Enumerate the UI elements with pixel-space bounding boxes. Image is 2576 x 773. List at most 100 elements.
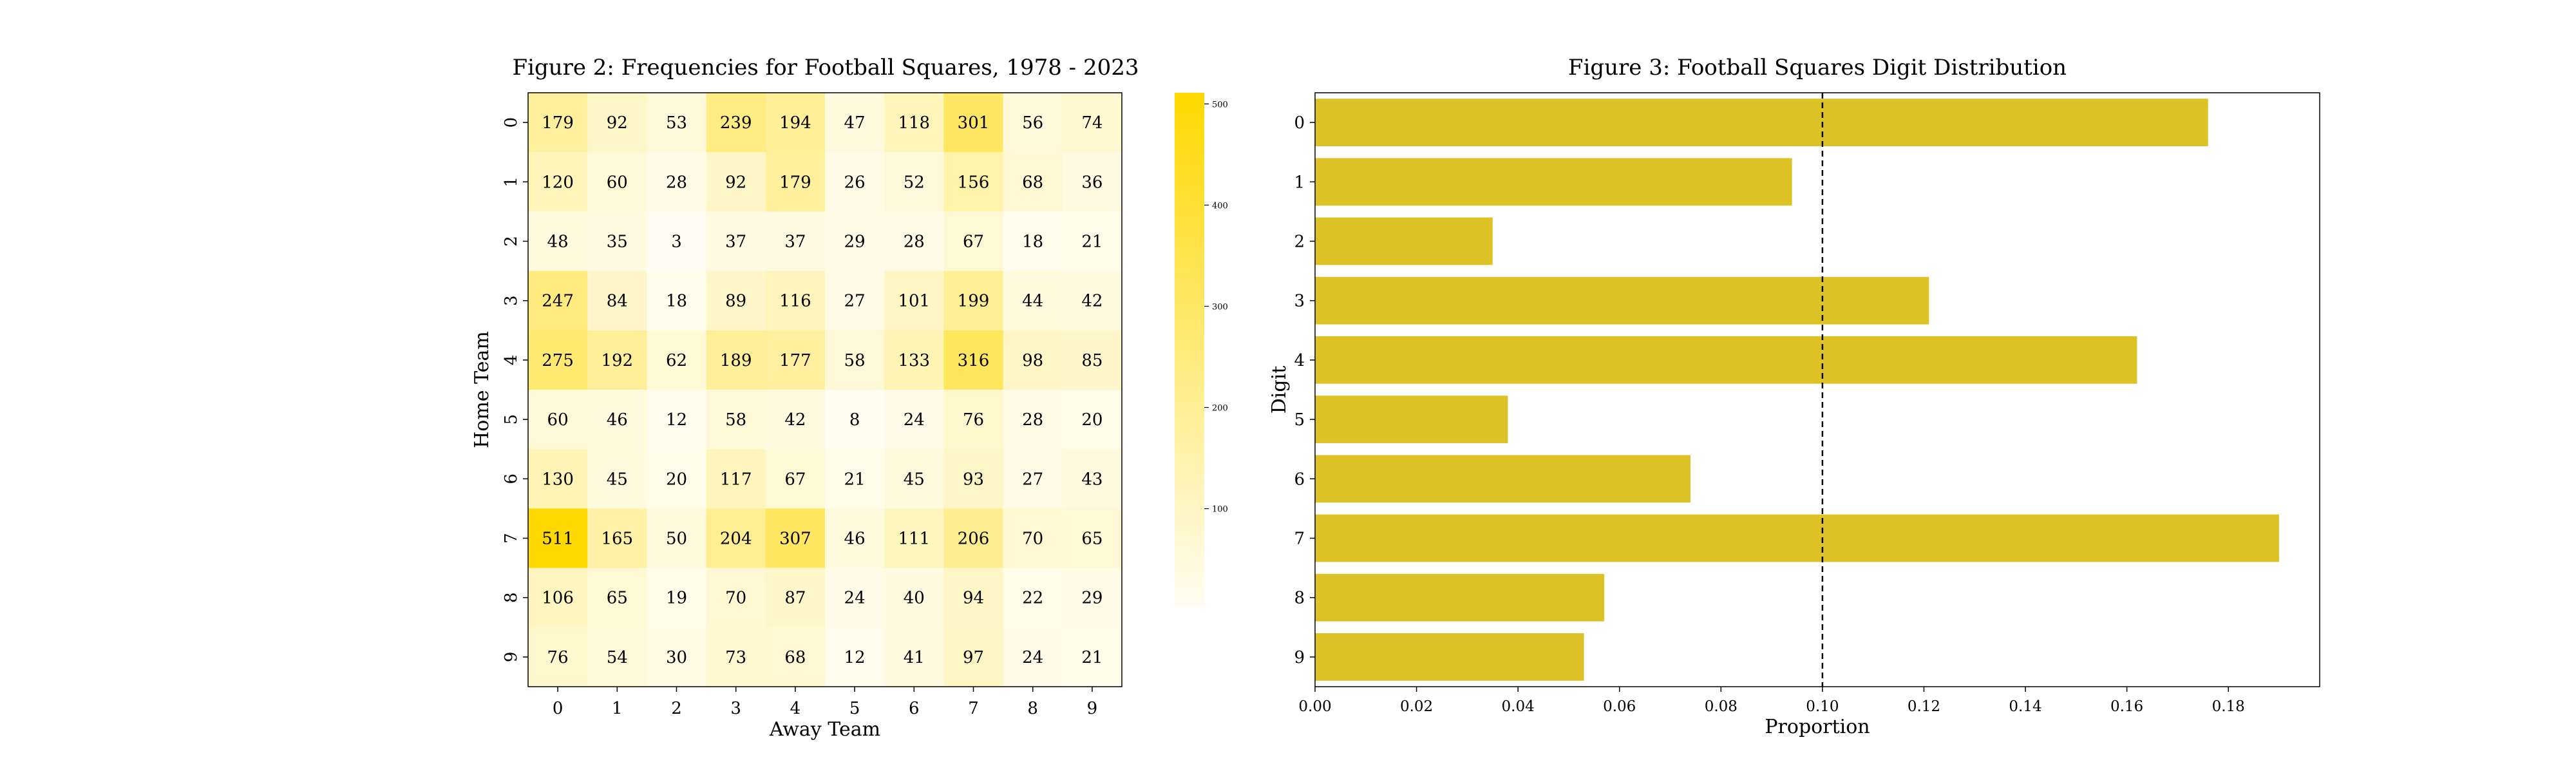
bar-y-tick-label: 5	[1294, 410, 1305, 430]
bar-frame	[1314, 92, 2320, 687]
heatmap-cell-label: 35	[607, 233, 628, 252]
heatmap-cell-label: 70	[1022, 530, 1043, 549]
bar-y-tick-label: 1	[1294, 173, 1305, 192]
heatmap-cell-label: 58	[844, 351, 866, 370]
bar-y-tick-label: 6	[1294, 470, 1305, 489]
heatmap-cell-label: 84	[607, 292, 628, 311]
heatmap-cell	[1062, 568, 1122, 628]
heatmap-cell-label: 60	[607, 173, 628, 192]
heatmap-y-tick-label: 8	[502, 592, 521, 603]
heatmap-cell-label: 93	[963, 470, 984, 489]
heatmap-cell-label: 85	[1081, 351, 1103, 370]
heatmap-x-tick-label: 3	[730, 699, 741, 718]
bar-title: Figure 3: Football Squares Digit Distrib…	[1568, 55, 2067, 81]
heatmap-cell	[706, 627, 766, 687]
heatmap-cell-label: 20	[1081, 410, 1103, 430]
heatmap-cell-label: 42	[784, 410, 806, 430]
heatmap-cell	[587, 390, 647, 450]
heatmap-cell-label: 21	[844, 470, 866, 489]
heatmap-cell	[943, 627, 1004, 687]
heatmap-cell-label: 165	[601, 530, 633, 549]
heatmap-cell	[528, 152, 588, 212]
heatmap-cell	[765, 271, 826, 331]
heatmap-cell-label: 247	[542, 292, 574, 311]
heatmap-cell	[1003, 93, 1063, 153]
heatmap-cell-label: 28	[1022, 410, 1043, 430]
heatmap-cell-label: 40	[904, 589, 925, 608]
heatmap-cell-label: 22	[1022, 589, 1043, 608]
heatmap-cell	[943, 390, 1004, 450]
heatmap-cell	[884, 93, 944, 153]
heatmap-x-ticks: 0 1 2 3 4 5 6 7 8 9	[553, 687, 1097, 718]
colorbar-tick-label: 300	[1212, 302, 1228, 312]
heatmap-x-axis-label: Away Team	[769, 718, 880, 741]
heatmap-cell	[1062, 627, 1122, 687]
heatmap-x-tick-label: 0	[553, 699, 564, 718]
heatmap-cell-label: 12	[844, 648, 866, 667]
heatmap-cell	[1003, 211, 1063, 272]
heatmap-cell-label: 116	[779, 292, 811, 311]
heatmap-cell-label: 316	[958, 351, 990, 370]
heatmap-cell-label: 45	[607, 470, 628, 489]
bar-y-axis-label: Digit	[1268, 366, 1291, 414]
heatmap-cell-label: 29	[844, 233, 866, 252]
bar-x-tick-label: 0.18	[2212, 698, 2245, 715]
heatmap-cell-label: 62	[666, 351, 687, 370]
bar-x-tick-label: 0.12	[1908, 698, 1940, 715]
heatmap-y-tick-label: 9	[502, 652, 521, 663]
heatmap-cell	[765, 93, 826, 153]
heatmap-y-tick-label: 7	[502, 533, 521, 544]
heatmap-cell-label: 68	[1022, 173, 1043, 192]
heatmap-cell-label: 206	[958, 530, 990, 549]
heatmap-cell-label: 46	[844, 530, 866, 549]
heatmap-cell	[647, 152, 707, 212]
heatmap-cell	[706, 508, 766, 569]
heatmap-cell-label: 45	[904, 470, 925, 489]
heatmap-cell-label: 37	[784, 233, 806, 252]
heatmap-panel: Figure 2: Frequencies for Football Squar…	[471, 55, 1139, 741]
heatmap-cell	[1003, 568, 1063, 628]
heatmap-cell	[765, 568, 826, 628]
bar-x-tick-label: 0.06	[1603, 698, 1636, 715]
heatmap-cell	[587, 211, 647, 272]
heatmap-cell	[528, 271, 588, 331]
heatmap-cell	[884, 330, 944, 390]
heatmap-cell	[825, 568, 885, 628]
heatmap-cell	[825, 271, 885, 331]
heatmap-cell	[1062, 93, 1122, 153]
heatmap-cell	[825, 449, 885, 509]
heatmap-cell	[647, 568, 707, 628]
heatmap-y-axis-label: Home Team	[471, 331, 493, 448]
heatmap-cell-label: 24	[1022, 648, 1043, 667]
heatmap-cell-label: 20	[666, 470, 687, 489]
bar-x-ticks: 0.00 0.02 0.04 0.06 0.08 0.10 0.12 0.14 0.16 0.18	[1298, 687, 2245, 715]
heatmap-cell-label: 70	[725, 589, 746, 608]
heatmap-cell-label: 511	[542, 530, 574, 549]
heatmap-cell	[706, 211, 766, 272]
heatmap-cell	[528, 93, 588, 153]
heatmap-cell	[706, 93, 766, 153]
bar-x-tick-label: 0.04	[1502, 698, 1535, 715]
heatmap-cell-label: 117	[720, 470, 752, 489]
heatmap-cell	[884, 211, 944, 272]
heatmap-cell	[1003, 152, 1063, 212]
heatmap-cell-label: 53	[666, 113, 687, 133]
heatmap-cell-label: 67	[963, 233, 984, 252]
bar	[1315, 633, 1584, 681]
heatmap-cell	[825, 93, 885, 153]
heatmap-cell-label: 74	[1081, 113, 1103, 133]
heatmap-cell	[587, 93, 647, 153]
heatmap-cell-label: 26	[844, 173, 866, 192]
heatmap-cell-label: 60	[547, 410, 569, 430]
bar-x-tick-label: 0.10	[1806, 698, 1839, 715]
heatmap-cell-label: 73	[725, 648, 746, 667]
heatmap-cell-label: 68	[784, 648, 806, 667]
heatmap-cell-label: 43	[1081, 470, 1103, 489]
heatmap-cell-label: 48	[547, 233, 569, 252]
heatmap-title: Figure 2: Frequencies for Football Squar…	[512, 55, 1139, 81]
heatmap-cell	[943, 330, 1004, 390]
heatmap-cell	[528, 508, 588, 569]
colorbar-tick-label: 500	[1212, 100, 1228, 110]
heatmap-cell	[765, 449, 826, 509]
